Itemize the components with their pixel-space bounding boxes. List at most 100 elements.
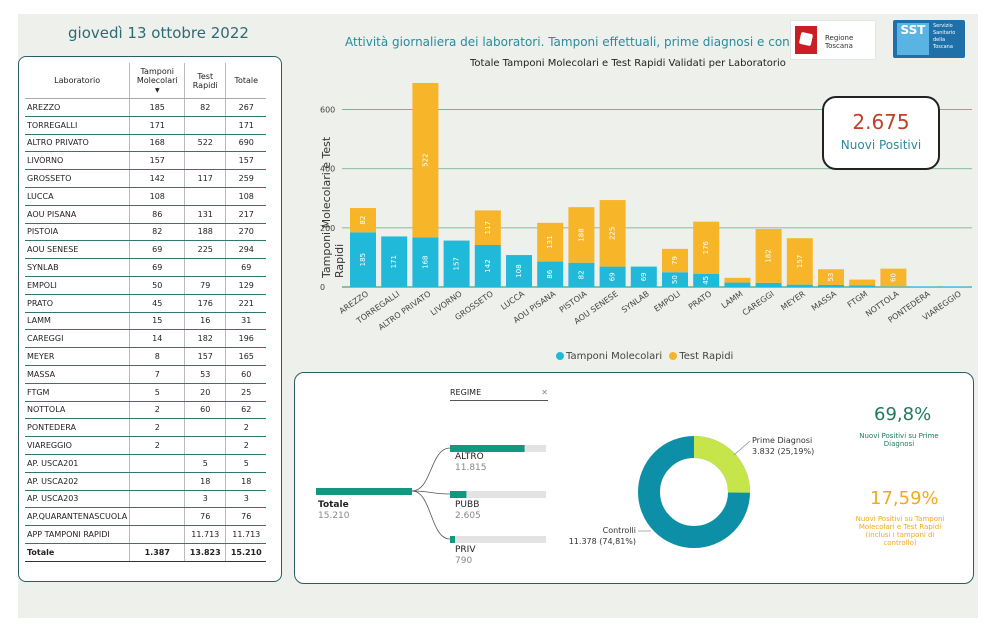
- bar-tamponi: [786, 284, 813, 287]
- table-row[interactable]: SYNLAB 69 69: [25, 258, 267, 277]
- table-cell: LIVORNO: [25, 151, 130, 171]
- col-header-test-rapidi[interactable]: Test Rapidi: [184, 63, 226, 99]
- donut-controlli-value: 11.378 (74,81%): [568, 537, 636, 546]
- decomp-pubb-label[interactable]: PUBB: [455, 500, 480, 510]
- table-cell: [184, 418, 226, 438]
- table-cell: 31: [225, 312, 267, 331]
- table-cell: 18: [184, 472, 226, 491]
- table-cell: 2: [129, 436, 185, 455]
- close-icon[interactable]: ✕: [541, 388, 548, 397]
- table-cell: 2: [225, 418, 267, 438]
- table-cell: 53: [184, 365, 226, 384]
- col-header-totale[interactable]: Totale: [225, 63, 267, 99]
- table-cell: 1.387: [129, 542, 185, 562]
- table-row[interactable]: ALTRO PRIVATO 168 522 690: [25, 134, 267, 153]
- table-cell: 217: [225, 205, 267, 224]
- bar-label-test-rapidi: 117: [484, 221, 492, 234]
- bar-label-tamponi: 157: [453, 257, 461, 270]
- table-row[interactable]: MEYER 8 157 165: [25, 347, 267, 366]
- pct-prime-label: Nuovi Positivi su Prime Diagnosi: [859, 432, 939, 448]
- table-row[interactable]: AP.QUARANTENASCUOLA 76 76: [25, 507, 267, 527]
- nuovi-positivi-label: Nuovi Positivi: [840, 138, 922, 152]
- table-cell: EMPOLI: [25, 276, 130, 295]
- bar-tamponi: [350, 232, 376, 287]
- table-cell: 131: [184, 205, 226, 224]
- decomp-altro-value: 11.815: [455, 463, 487, 473]
- table-row[interactable]: AREZZO 185 82 267: [25, 98, 267, 117]
- table-row[interactable]: AOU SENESE 69 225 294: [25, 240, 267, 260]
- bar-tamponi: [443, 240, 470, 287]
- table-row[interactable]: VIAREGGIO 2 2: [25, 436, 267, 455]
- regime-filter[interactable]: REGIME ✕: [450, 388, 548, 401]
- table-row[interactable]: AOU PISANA 86 131 217: [25, 205, 267, 224]
- table-cell: 294: [225, 240, 267, 260]
- bar-label-test-rapidi: 188: [577, 228, 585, 241]
- table-row[interactable]: CAREGGI 14 182 196: [25, 329, 267, 349]
- table-cell: 15: [129, 312, 185, 331]
- bar-tamponi: [849, 285, 876, 287]
- table-cell: 522: [184, 134, 226, 153]
- table-row[interactable]: TORREGALLI 171 171: [25, 116, 267, 135]
- table-row[interactable]: FTGM 5 20 25: [25, 383, 267, 402]
- sst-logo-text: Servizio Sanitario della Toscana: [933, 23, 956, 50]
- pct-tamponi-value: 17,59%: [870, 488, 939, 509]
- bar-label-tamponi: 108: [515, 264, 523, 277]
- bar-tamponi: [880, 286, 907, 287]
- table-cell: 690: [225, 134, 267, 153]
- table-cell: 5: [225, 454, 267, 473]
- table-cell: 2: [129, 401, 185, 420]
- table-cell: 7: [129, 365, 185, 384]
- chart-legend: Tamponi Molecolari Test Rapidi: [556, 351, 733, 362]
- table-cell: 117: [184, 169, 226, 188]
- table-cell: 129: [225, 276, 267, 295]
- table-cell: 8: [129, 347, 185, 366]
- bar-test-rapidi: [662, 248, 688, 273]
- bar-test-rapidi: [818, 269, 844, 285]
- table-cell: [129, 454, 185, 473]
- table-cell: 142: [129, 169, 185, 188]
- table-cell: 25: [225, 383, 267, 402]
- report-date: giovedì 13 ottobre 2022: [68, 24, 249, 42]
- table-row[interactable]: APP TAMPONI RAPIDI 11.713 11.713: [25, 525, 267, 544]
- decomp-altro-label[interactable]: ALTRO: [455, 452, 484, 462]
- table-cell: 267: [225, 98, 267, 117]
- table-cell: 3: [225, 490, 267, 509]
- table-row[interactable]: AP. USCA201 5 5: [25, 454, 267, 473]
- laboratory-table-panel: Laboratorio Tamponi Molecolari ▼ Test Rap…: [18, 56, 282, 582]
- table-row[interactable]: LIVORNO 157 157: [25, 151, 267, 171]
- table-row[interactable]: PONTEDERA 2 2: [25, 418, 267, 438]
- table-row[interactable]: AP. USCA202 18 18: [25, 472, 267, 491]
- table-cell: TORREGALLI: [25, 116, 130, 135]
- table-row[interactable]: LAMM 15 16 31: [25, 312, 267, 331]
- table-row[interactable]: PISTOIA 82 188 270: [25, 223, 267, 242]
- col-header-tamponi[interactable]: Tamponi Molecolari ▼: [129, 63, 185, 99]
- table-row[interactable]: PRATO 45 176 221: [25, 294, 267, 313]
- table-cell: [184, 116, 226, 135]
- bar-tamponi: [568, 262, 595, 287]
- table-cell: AP.QUARANTENASCUOLA: [25, 507, 130, 527]
- table-row[interactable]: AP. USCA203 3 3: [25, 490, 267, 509]
- table-cell: 5: [184, 454, 226, 473]
- table-cell: AOU PISANA: [25, 205, 130, 224]
- table-row[interactable]: GROSSETO 142 117 259: [25, 169, 267, 188]
- y-tick-label: 0: [320, 283, 325, 292]
- decomp-priv-label[interactable]: PRIV: [455, 545, 476, 555]
- table-row[interactable]: EMPOLI 50 79 129: [25, 276, 267, 295]
- table-cell: 185: [129, 98, 185, 117]
- table-row[interactable]: NOTTOLA 2 60 62: [25, 401, 267, 420]
- bar-label-tamponi: 185: [359, 253, 367, 266]
- bottom-panel: [294, 372, 974, 584]
- pegasus-flag-icon: [795, 26, 817, 54]
- table-cell: [129, 472, 185, 491]
- bar-tamponi: [412, 237, 439, 287]
- table-total-row[interactable]: Totale 1.387 13.823 15.210: [25, 542, 267, 562]
- bar-test-rapidi: [350, 208, 376, 233]
- col-header-laboratorio[interactable]: Laboratorio: [25, 63, 130, 99]
- table-row[interactable]: LUCCA 108 108: [25, 187, 267, 206]
- table-cell: VIAREGGIO: [25, 436, 130, 455]
- table-row[interactable]: MASSA 7 53 60: [25, 365, 267, 384]
- decomp-bar-track: [450, 536, 546, 543]
- table-cell: 15.210: [225, 542, 267, 562]
- bar-label-test-rapidi: 53: [827, 273, 835, 282]
- bar-test-rapidi: [568, 207, 595, 263]
